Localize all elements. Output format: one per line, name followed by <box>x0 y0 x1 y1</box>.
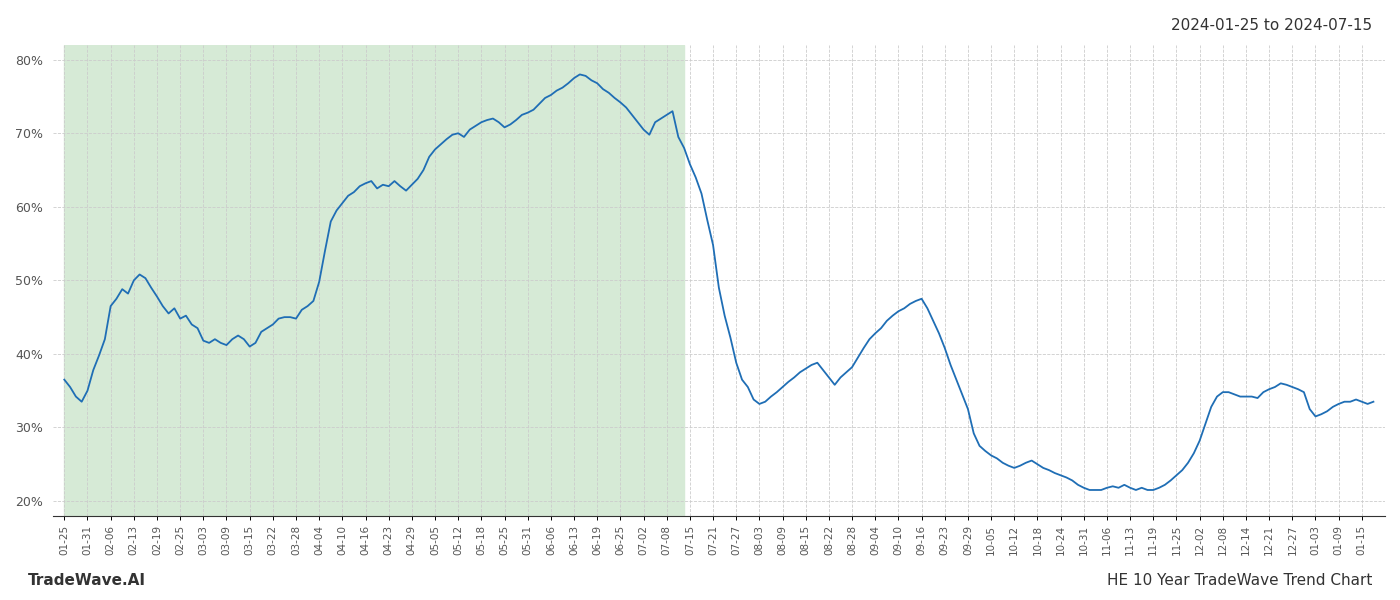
Text: TradeWave.AI: TradeWave.AI <box>28 573 146 588</box>
Text: HE 10 Year TradeWave Trend Chart: HE 10 Year TradeWave Trend Chart <box>1106 573 1372 588</box>
Text: 2024-01-25 to 2024-07-15: 2024-01-25 to 2024-07-15 <box>1170 18 1372 33</box>
Bar <box>64 45 685 516</box>
